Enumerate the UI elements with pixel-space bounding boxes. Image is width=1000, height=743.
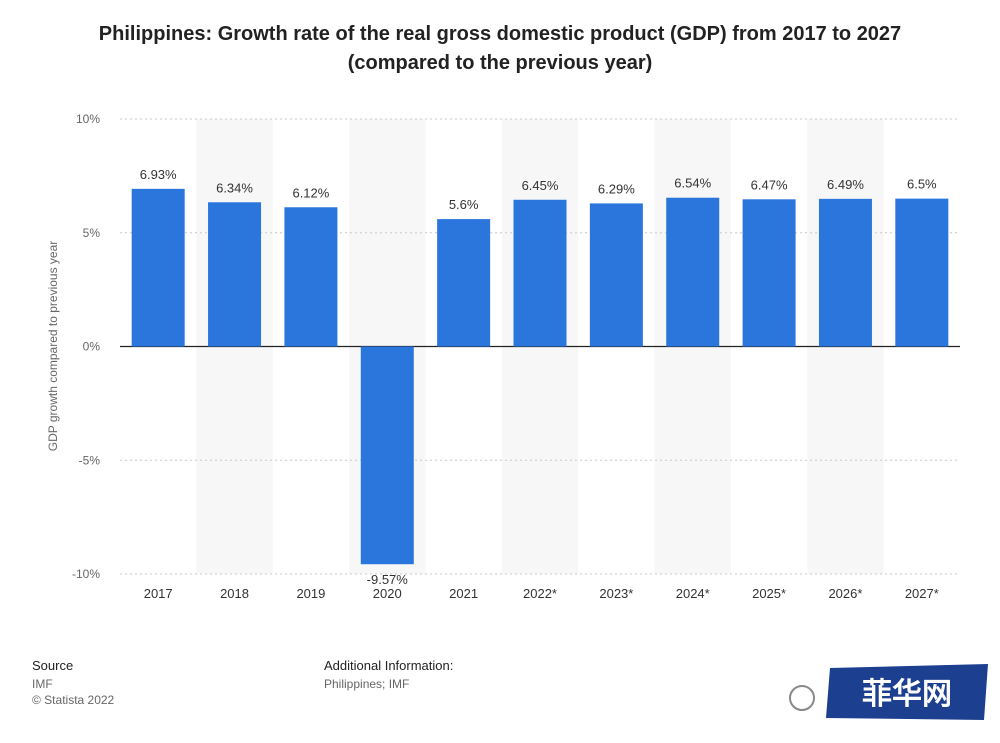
y-tick-label-2: 0% bbox=[83, 340, 101, 354]
watermark-badge bbox=[826, 664, 988, 720]
wechat-icon bbox=[789, 685, 815, 711]
bar-2025 bbox=[742, 199, 796, 347]
bar-2023 bbox=[589, 203, 643, 347]
value-label-0: 6.93% bbox=[140, 167, 177, 182]
x-tick-label-0: 2017 bbox=[144, 586, 173, 601]
value-label-6: 6.29% bbox=[598, 181, 635, 196]
value-label-1: 6.34% bbox=[216, 180, 253, 195]
chart-title-line1: Philippines: Growth rate of the real gro… bbox=[98, 23, 902, 45]
value-labels: 6.93% 6.34% 6.12% -9.57% 5.6% 6.45% 6.29% 6.54%… bbox=[140, 167, 937, 587]
bar-2022 bbox=[513, 199, 567, 347]
chart-title: Philippines: Growth rate of the real gro… bbox=[0, 20, 1000, 78]
x-tick-label-10: 2027* bbox=[905, 586, 939, 601]
x-tick-label-4: 2021 bbox=[449, 586, 478, 601]
value-label-4: 5.6% bbox=[449, 197, 479, 212]
value-label-5: 6.45% bbox=[522, 178, 559, 193]
value-label-3: -9.57% bbox=[367, 572, 409, 587]
bar-2019 bbox=[284, 207, 338, 347]
y-tick-label-0: 10% bbox=[76, 112, 100, 126]
x-tick-label-3: 2020 bbox=[373, 586, 402, 601]
watermark-logo: 菲华网 bbox=[789, 664, 988, 720]
x-tick-label-6: 2023* bbox=[599, 586, 633, 601]
x-tick-label-5: 2022* bbox=[523, 586, 557, 601]
bars bbox=[131, 188, 949, 565]
additional-info-line: Philippines; IMF bbox=[324, 677, 410, 691]
additional-info-heading: Additional Information: bbox=[324, 658, 454, 673]
watermark-text: 菲华网 bbox=[862, 677, 952, 712]
y-tick-labels: 10% 5% 0% -5% -10% bbox=[72, 112, 100, 581]
value-label-8: 6.47% bbox=[751, 177, 788, 192]
value-label-9: 6.49% bbox=[827, 177, 864, 192]
additional-info-section: Additional Information: Philippines; IMF bbox=[324, 658, 453, 692]
bar-2026 bbox=[818, 198, 872, 347]
y-axis-label: GDP growth compared to previous year bbox=[46, 241, 60, 452]
bar-2017 bbox=[131, 188, 185, 347]
source-line-2: © Statista 2022 bbox=[32, 693, 115, 707]
x-tick-label-9: 2026* bbox=[828, 586, 862, 601]
x-tick-label-2: 2019 bbox=[296, 586, 325, 601]
y-tick-label-4: -10% bbox=[72, 567, 100, 581]
bar-chart: 6.93% 6.34% 6.12% -9.57% 5.6% 6.45% 6.29% 6.54%… bbox=[46, 112, 960, 601]
source-section: Source IMF © Statista 2022 bbox=[32, 658, 114, 708]
x-tick-label-8: 2025* bbox=[752, 586, 786, 601]
x-tick-labels: 2017 2018 2019 2020 2021 2022* 2023* 2024* 2025*… bbox=[144, 586, 939, 601]
chart-title-line2: (compared to the previous year) bbox=[347, 52, 653, 74]
bar-2024 bbox=[666, 197, 720, 347]
bar-2018 bbox=[208, 202, 262, 347]
y-tick-label-3: -5% bbox=[79, 453, 101, 467]
y-tick-label-1: 5% bbox=[83, 226, 101, 240]
value-label-7: 6.54% bbox=[674, 176, 711, 191]
bar-2021 bbox=[437, 219, 491, 347]
x-tick-label-7: 2024* bbox=[676, 586, 710, 601]
bar-2020 bbox=[360, 346, 414, 565]
source-heading: Source bbox=[32, 658, 74, 673]
source-line-1: IMF bbox=[32, 677, 53, 691]
bar-2027 bbox=[895, 198, 949, 347]
value-label-10: 6.5% bbox=[907, 177, 937, 192]
x-tick-label-1: 2018 bbox=[220, 586, 249, 601]
value-label-2: 6.12% bbox=[292, 185, 329, 200]
